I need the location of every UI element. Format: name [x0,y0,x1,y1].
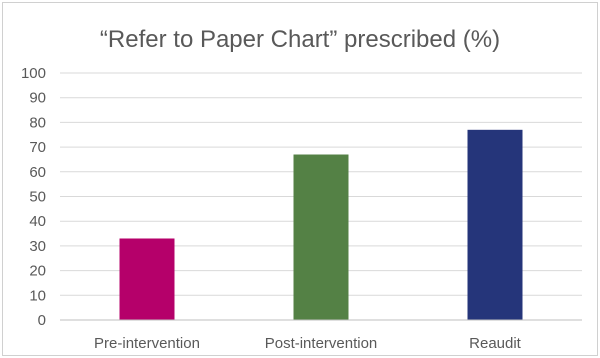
x-category-label: Post-intervention [265,335,378,352]
y-tick-label: 10 [29,287,46,304]
y-tick-label: 70 [29,139,46,156]
y-tick-label: 60 [29,164,46,181]
x-axis-category-labels: Pre-intervention Post-intervention Reaudit [94,335,522,352]
y-tick-label: 80 [29,114,46,131]
y-tick-label: 100 [21,65,46,82]
chart-title: “Refer to Paper Chart” prescribed (%) [100,26,500,53]
y-tick-label: 20 [29,263,46,280]
y-tick-label: 30 [29,238,46,255]
bar-post-intervention [293,154,349,320]
y-tick-label: 50 [29,189,46,206]
bar-reaudit [467,129,523,320]
y-axis-tick-labels: 0 10 20 30 40 50 60 70 80 90 100 [21,65,46,329]
y-tick-label: 0 [38,312,46,329]
y-tick-label: 90 [29,90,46,107]
bars [119,129,523,320]
bar-pre-intervention [119,238,175,320]
x-category-label: Reaudit [469,335,522,352]
y-tick-label: 40 [29,213,46,230]
x-category-label: Pre-intervention [94,335,200,352]
